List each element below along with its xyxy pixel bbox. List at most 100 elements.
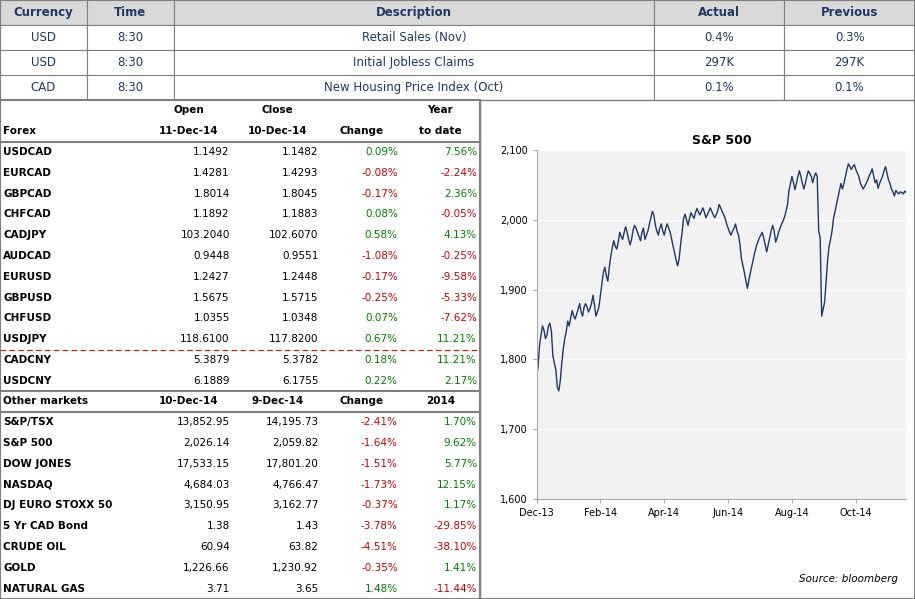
Text: -0.35%: -0.35% [361,563,398,573]
Text: 8:30: 8:30 [117,81,144,94]
Text: 1.0348: 1.0348 [282,313,318,323]
Text: to date: to date [419,126,462,136]
Text: USDCNY: USDCNY [3,376,51,386]
Text: 118.6100: 118.6100 [180,334,230,344]
Text: -0.17%: -0.17% [361,272,398,282]
Text: -1.51%: -1.51% [361,459,398,469]
Text: 0.08%: 0.08% [365,210,398,219]
Text: 8:30: 8:30 [117,31,144,44]
Text: 3,150.95: 3,150.95 [183,500,230,510]
Text: Currency: Currency [14,6,73,19]
Text: USDJPY: USDJPY [3,334,47,344]
Text: 1.70%: 1.70% [444,418,477,427]
Text: 1.1892: 1.1892 [193,210,230,219]
Text: 13,852.95: 13,852.95 [177,418,230,427]
Text: S&P 500: S&P 500 [3,438,52,448]
Text: -11.44%: -11.44% [434,583,477,594]
Bar [0,0,87,25]
Text: 0.18%: 0.18% [365,355,398,365]
Text: 2,026.14: 2,026.14 [183,438,230,448]
Text: Open: Open [173,105,204,116]
Text: S&P/TSX: S&P/TSX [3,418,54,427]
Text: -5.33%: -5.33% [440,292,477,302]
Text: DOW JONES: DOW JONES [3,459,71,469]
Text: Retail Sales (Nov): Retail Sales (Nov) [361,31,467,44]
Text: 11.21%: 11.21% [437,334,477,344]
Text: 1.43: 1.43 [296,521,318,531]
Bar [174,50,654,75]
Text: 1.8045: 1.8045 [282,189,318,198]
Text: 0.1%: 0.1% [834,81,865,94]
Bar [784,50,915,75]
Text: CHFCAD: CHFCAD [3,210,50,219]
Text: Change: Change [339,397,383,407]
Text: GOLD: GOLD [3,563,36,573]
Text: 117.8200: 117.8200 [269,334,318,344]
Text: EURUSD: EURUSD [3,272,51,282]
Text: 8:30: 8:30 [117,56,144,69]
Text: 1.2448: 1.2448 [282,272,318,282]
Text: -0.25%: -0.25% [361,292,398,302]
Text: 0.58%: 0.58% [365,230,398,240]
Text: 60.94: 60.94 [200,542,230,552]
Text: -29.85%: -29.85% [434,521,477,531]
Bar [174,75,654,100]
Bar [87,75,174,100]
Text: 1.41%: 1.41% [444,563,477,573]
Text: 5.3879: 5.3879 [193,355,230,365]
Bar [654,0,784,25]
Text: 12.15%: 12.15% [437,480,477,489]
Text: Other markets: Other markets [3,397,88,407]
Text: 63.82: 63.82 [289,542,318,552]
Text: -38.10%: -38.10% [434,542,477,552]
Text: DJ EURO STOXX 50: DJ EURO STOXX 50 [3,500,113,510]
Text: 297K: 297K [834,56,865,69]
Text: 1.1492: 1.1492 [193,147,230,157]
Text: 5 Yr CAD Bond: 5 Yr CAD Bond [3,521,88,531]
Text: 7.56%: 7.56% [444,147,477,157]
Text: CADJPY: CADJPY [3,230,46,240]
Text: -2.24%: -2.24% [440,168,477,178]
Text: 1.4293: 1.4293 [282,168,318,178]
Text: Year: Year [427,105,453,116]
Text: 1.0355: 1.0355 [193,313,230,323]
Text: 297K: 297K [705,56,734,69]
Text: 11.21%: 11.21% [437,355,477,365]
Text: 17,801.20: 17,801.20 [265,459,318,469]
Text: 4,766.47: 4,766.47 [272,480,318,489]
Text: New Housing Price Index (Oct): New Housing Price Index (Oct) [325,81,503,94]
Text: 0.3%: 0.3% [834,31,865,44]
Bar [654,25,784,50]
Text: 0.9551: 0.9551 [282,251,318,261]
Text: -0.25%: -0.25% [440,251,477,261]
Bar [654,75,784,100]
Text: USDCAD: USDCAD [3,147,52,157]
Text: -4.51%: -4.51% [361,542,398,552]
Text: Initial Jobless Claims: Initial Jobless Claims [353,56,475,69]
Text: -1.64%: -1.64% [361,438,398,448]
Text: 5.77%: 5.77% [444,459,477,469]
Text: CHFUSD: CHFUSD [3,313,51,323]
Text: -0.17%: -0.17% [361,189,398,198]
Text: 1.17%: 1.17% [444,500,477,510]
Text: 9-Dec-14: 9-Dec-14 [251,397,304,407]
Bar [0,50,87,75]
Text: 4.13%: 4.13% [444,230,477,240]
Text: 10-Dec-14: 10-Dec-14 [158,397,218,407]
Text: CADCNY: CADCNY [3,355,51,365]
Bar [0,75,87,100]
Bar [174,25,654,50]
Text: 6.1755: 6.1755 [282,376,318,386]
Text: Description: Description [376,6,452,19]
Text: 5.3782: 5.3782 [282,355,318,365]
Text: -0.05%: -0.05% [440,210,477,219]
Bar [654,50,784,75]
Text: EURCAD: EURCAD [3,168,51,178]
Text: 1.5715: 1.5715 [282,292,318,302]
Text: 1,226.66: 1,226.66 [183,563,230,573]
Text: 0.07%: 0.07% [365,313,398,323]
Bar [87,25,174,50]
Text: Source: bloomberg: Source: bloomberg [799,574,898,584]
Text: 3.71: 3.71 [207,583,230,594]
Text: GBPCAD: GBPCAD [3,189,51,198]
